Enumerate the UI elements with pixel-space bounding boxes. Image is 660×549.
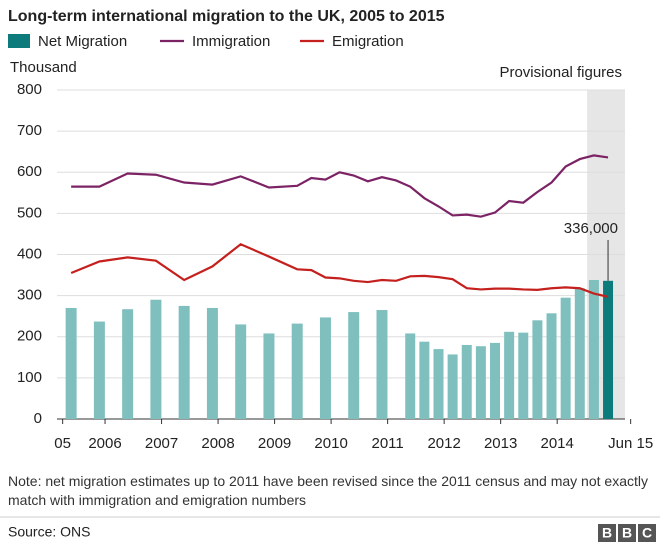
bar — [405, 333, 416, 419]
bar — [603, 280, 614, 419]
x-tick-label: 2012 — [427, 435, 460, 452]
x-tick-label: 2009 — [258, 435, 291, 452]
bar — [263, 333, 275, 419]
logo-box — [598, 524, 616, 542]
bar — [178, 305, 190, 419]
legend-swatch — [8, 34, 30, 48]
logo-box — [638, 524, 656, 542]
bar — [574, 288, 585, 419]
line-series — [70, 242, 609, 298]
x-tick-label: 2006 — [88, 435, 121, 452]
bar — [348, 312, 360, 419]
x-tick-label: 2010 — [314, 435, 347, 452]
bar — [532, 320, 543, 419]
bar — [504, 331, 515, 419]
y-tick-label: 800 — [17, 81, 42, 98]
y-tick-label: 300 — [17, 287, 42, 304]
bar — [490, 342, 501, 419]
source: Source: ONS — [8, 524, 90, 540]
bar — [93, 321, 105, 419]
provisional-label: Provisional figures — [499, 64, 622, 81]
bar — [376, 310, 388, 419]
y-tick-label: 600 — [17, 163, 42, 180]
bar — [65, 307, 77, 419]
bar — [235, 324, 247, 419]
bar — [518, 332, 529, 419]
x-tick-label: Jun 15 — [608, 435, 653, 452]
bar — [433, 349, 444, 419]
line-series — [71, 154, 609, 218]
bar — [206, 307, 218, 419]
legend-label: Net Migration — [38, 33, 127, 50]
bar — [150, 299, 162, 419]
y-tick-label: 500 — [17, 204, 42, 221]
bar — [475, 346, 486, 419]
chart-title: Long-term international migration to the… — [8, 8, 445, 25]
bar — [291, 323, 303, 419]
y-tick-label: 200 — [17, 328, 42, 345]
note: Note: net migration estimates up to 2011… — [8, 473, 648, 508]
x-tick-label: 2007 — [145, 435, 178, 452]
x-tick-label: 2014 — [540, 435, 573, 452]
legend-label: Emigration — [332, 33, 404, 50]
x-tick-label: 2008 — [201, 435, 234, 452]
bar — [447, 354, 458, 419]
bar — [588, 279, 599, 419]
legend-label: Immigration — [192, 33, 270, 50]
logo-box — [618, 524, 636, 542]
y-tick-label: 400 — [17, 245, 42, 262]
y-tick-label: 100 — [17, 369, 42, 386]
x-tick-label: 2011 — [371, 435, 403, 452]
logo-letter: B — [602, 525, 612, 541]
logo-letter: C — [642, 525, 652, 541]
bar — [319, 317, 331, 419]
bar — [560, 297, 571, 419]
bar — [419, 341, 430, 419]
annotation: 336,000 — [564, 220, 618, 237]
bar — [546, 313, 557, 419]
y-tick-label: 0 — [34, 410, 42, 427]
bar — [122, 309, 134, 419]
y-axis-label: Thousand — [10, 59, 77, 76]
x-tick-label: 2013 — [484, 435, 517, 452]
bar — [461, 344, 472, 419]
x-tick-label: 05 — [54, 435, 71, 452]
logo-letter: B — [622, 525, 632, 541]
y-tick-label: 700 — [17, 122, 42, 139]
